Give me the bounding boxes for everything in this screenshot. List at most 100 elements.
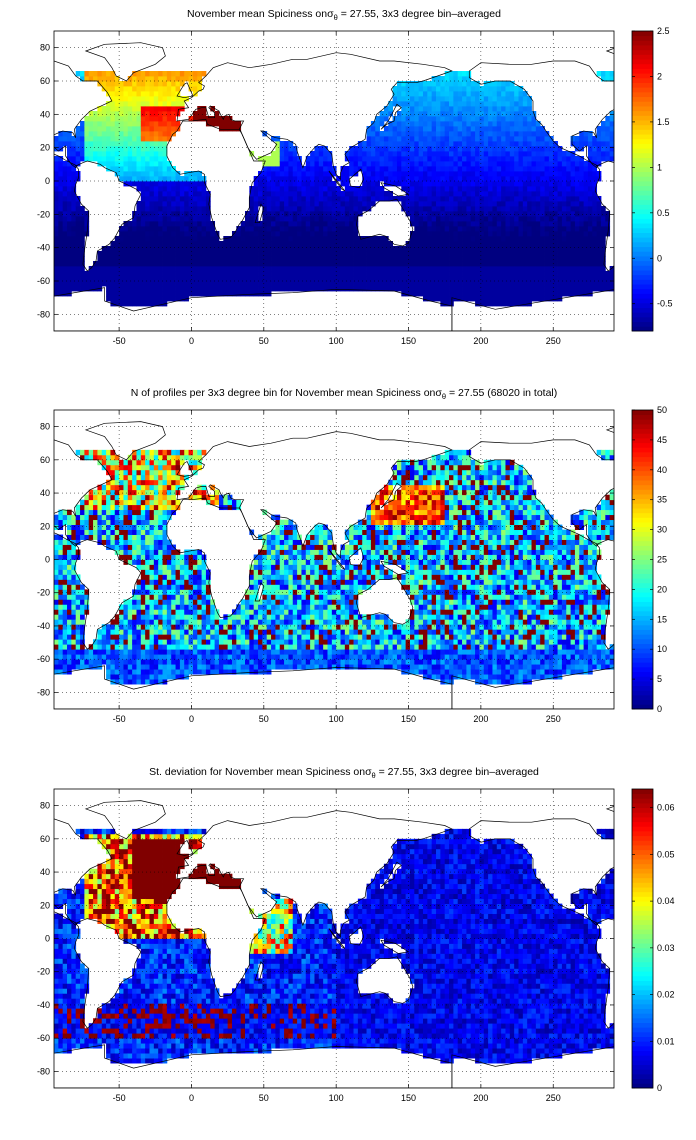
heatmap-cell bbox=[509, 266, 515, 272]
heatmap-cell bbox=[344, 256, 350, 262]
heatmap-cell bbox=[54, 664, 59, 670]
heatmap-cell bbox=[566, 216, 571, 222]
heatmap-cell bbox=[136, 554, 142, 560]
heatmap-cell bbox=[418, 166, 424, 172]
heatmap-cell bbox=[292, 181, 298, 187]
heatmap-cell bbox=[119, 291, 124, 297]
heatmap-cell bbox=[127, 514, 133, 521]
heatmap-cell bbox=[284, 236, 289, 242]
heatmap-cell bbox=[205, 291, 211, 297]
heatmap-cell bbox=[205, 261, 211, 267]
heatmap-cell bbox=[97, 146, 103, 152]
heatmap-cell bbox=[127, 639, 133, 645]
heatmap-cell bbox=[579, 191, 585, 197]
heatmap-cell bbox=[62, 584, 68, 590]
heatmap-cell bbox=[145, 216, 150, 222]
heatmap-cell bbox=[553, 221, 558, 227]
heatmap-cell bbox=[127, 96, 133, 102]
heatmap-cell bbox=[366, 251, 372, 257]
heatmap-cell bbox=[483, 221, 489, 227]
heatmap-cell bbox=[153, 236, 159, 242]
heatmap-cell bbox=[84, 604, 90, 610]
heatmap-cell bbox=[80, 226, 85, 232]
heatmap-cell bbox=[132, 101, 137, 107]
heatmap-cell bbox=[414, 186, 420, 192]
heatmap-cell bbox=[349, 256, 354, 262]
heatmap-cell bbox=[483, 166, 489, 172]
heatmap-cell bbox=[114, 629, 120, 635]
heatmap-cell bbox=[331, 211, 337, 217]
heatmap-cell bbox=[483, 201, 489, 207]
heatmap-cell bbox=[501, 121, 506, 127]
heatmap-cell bbox=[505, 91, 511, 97]
heatmap-cell bbox=[488, 101, 493, 107]
heatmap-cell bbox=[284, 191, 289, 197]
heatmap-cell bbox=[427, 286, 433, 292]
heatmap-cell bbox=[370, 126, 376, 132]
heatmap-cell bbox=[501, 286, 506, 292]
heatmap-cell bbox=[349, 161, 354, 167]
heatmap-cell bbox=[153, 86, 159, 92]
heatmap-cell bbox=[240, 226, 246, 232]
heatmap-cell bbox=[101, 659, 107, 665]
heatmap-cell bbox=[574, 206, 580, 212]
heatmap-cell bbox=[179, 176, 185, 182]
heatmap-cell bbox=[249, 286, 255, 292]
heatmap-cell bbox=[301, 281, 307, 287]
heatmap-cell bbox=[592, 201, 598, 207]
heatmap-cell bbox=[518, 146, 524, 152]
heatmap-cell bbox=[258, 201, 263, 207]
heatmap-cell bbox=[132, 141, 137, 147]
colorbar-swatch bbox=[632, 185, 653, 191]
heatmap-cell bbox=[132, 634, 137, 640]
heatmap-cell bbox=[496, 146, 502, 152]
heatmap-cell bbox=[88, 664, 94, 670]
heatmap-cell bbox=[62, 664, 68, 670]
heatmap-cell bbox=[531, 206, 537, 212]
heatmap-cell bbox=[192, 201, 198, 207]
heatmap-cell bbox=[158, 211, 163, 217]
heatmap-cell bbox=[262, 261, 268, 267]
heatmap-cell bbox=[218, 121, 224, 127]
heatmap-cell bbox=[444, 156, 450, 162]
heatmap-cell bbox=[110, 291, 116, 297]
heatmap-cell bbox=[140, 71, 146, 77]
heatmap-cell bbox=[101, 629, 107, 635]
heatmap-cell bbox=[383, 271, 389, 277]
heatmap-cell bbox=[379, 256, 385, 262]
heatmap-cell bbox=[258, 186, 263, 192]
heatmap-cell bbox=[197, 81, 202, 87]
heatmap-cell bbox=[600, 236, 606, 242]
heatmap-cell bbox=[509, 241, 515, 247]
heatmap-cell bbox=[84, 76, 90, 82]
heatmap-cell bbox=[67, 201, 72, 207]
heatmap-cell bbox=[592, 196, 598, 202]
colorbar-swatch bbox=[632, 138, 653, 144]
heatmap-cell bbox=[314, 176, 320, 182]
heatmap-cell bbox=[119, 479, 124, 486]
heatmap-cell bbox=[210, 106, 216, 112]
heatmap-cell bbox=[106, 519, 111, 526]
heatmap-cell bbox=[566, 276, 571, 282]
heatmap-cell bbox=[475, 161, 480, 167]
heatmap-cell bbox=[158, 131, 163, 137]
heatmap-cell bbox=[383, 166, 389, 172]
heatmap-cell bbox=[449, 76, 454, 82]
heatmap-cell bbox=[574, 136, 580, 142]
heatmap-cell bbox=[305, 286, 311, 292]
heatmap-cell bbox=[505, 216, 511, 222]
heatmap-cell bbox=[522, 141, 528, 147]
heatmap-cell bbox=[75, 624, 81, 630]
heatmap-cell bbox=[479, 291, 485, 297]
heatmap-cell bbox=[518, 141, 524, 147]
heatmap-cell bbox=[288, 241, 294, 247]
heatmap-cell bbox=[84, 449, 90, 456]
heatmap-cell bbox=[462, 191, 467, 197]
heatmap-cell bbox=[331, 231, 337, 237]
heatmap-cell bbox=[171, 191, 176, 197]
heatmap-cell bbox=[266, 206, 272, 212]
heatmap-cell bbox=[392, 261, 398, 267]
heatmap-cell bbox=[62, 509, 68, 516]
heatmap-cell bbox=[184, 271, 189, 277]
heatmap-cell bbox=[275, 176, 281, 182]
